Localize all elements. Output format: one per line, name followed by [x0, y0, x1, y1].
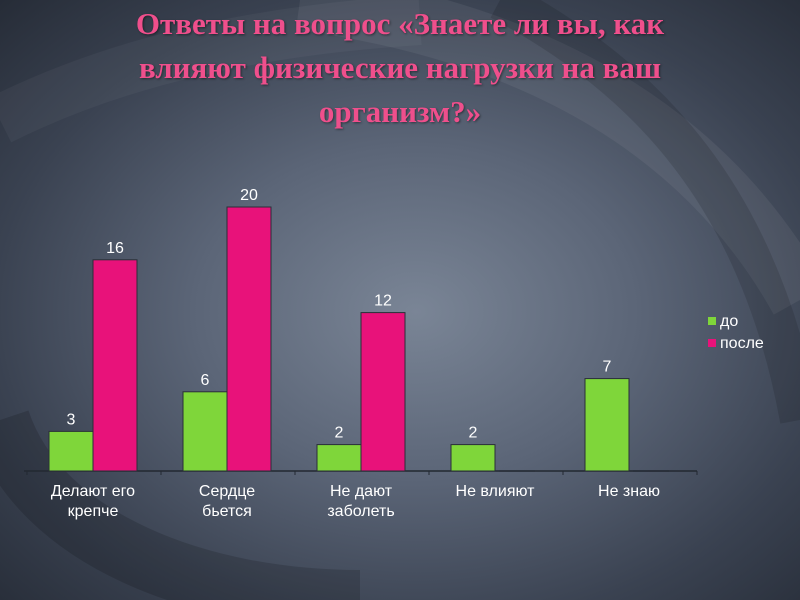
- legend-label: после: [720, 335, 764, 352]
- bar: [92, 259, 138, 472]
- data-label: 6: [201, 372, 210, 389]
- data-label: 7: [603, 359, 612, 376]
- x-tick-label: крепче: [68, 503, 119, 520]
- data-label: 3: [67, 411, 76, 428]
- legend-swatch: [708, 317, 716, 325]
- bar: [226, 206, 272, 472]
- bar: [584, 378, 630, 472]
- legend-swatch: [708, 339, 716, 347]
- bar: [48, 430, 94, 472]
- data-label: 2: [469, 425, 478, 442]
- slide-title-line: организм?»: [318, 94, 482, 129]
- slide-title-line: Ответы на вопрос «Знаете ли вы, как: [135, 6, 665, 41]
- bar: [450, 444, 496, 472]
- x-tick-label: Сердце: [199, 483, 255, 500]
- data-label: 2: [335, 425, 344, 442]
- legend-label: до: [720, 313, 738, 330]
- data-label: 12: [374, 293, 392, 310]
- x-tick-label: Не знаю: [598, 483, 660, 500]
- x-tick-label: заболеть: [327, 503, 394, 520]
- slide-title-line: влияют физические нагрузки на ваш: [138, 50, 662, 85]
- bar: [316, 444, 362, 472]
- x-tick-label: Не влияют: [456, 483, 536, 500]
- slide-title: Ответы на вопрос «Знаете ли вы, как влия…: [60, 2, 740, 134]
- data-label: 20: [240, 187, 258, 204]
- x-tick-label: Делают его: [51, 483, 135, 500]
- bar: [360, 312, 406, 472]
- data-label: 16: [106, 240, 124, 257]
- x-tick-label: бьется: [202, 503, 252, 520]
- bar: [182, 391, 228, 472]
- x-tick-label: Не дают: [330, 483, 393, 500]
